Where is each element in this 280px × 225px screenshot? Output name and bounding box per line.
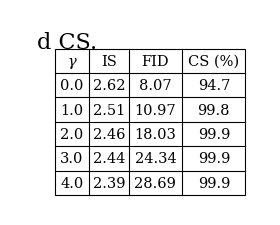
Text: FID: FID	[142, 55, 169, 69]
Text: 99.8: 99.8	[198, 103, 230, 117]
Text: IS: IS	[101, 55, 117, 69]
Text: 8.07: 8.07	[139, 79, 172, 93]
Text: γ: γ	[67, 55, 76, 69]
Text: 10.97: 10.97	[135, 103, 176, 117]
Text: 4.0: 4.0	[60, 176, 83, 190]
Text: d CS.: d CS.	[37, 32, 97, 54]
Text: CS (%): CS (%)	[188, 55, 239, 69]
Text: 2.39: 2.39	[93, 176, 125, 190]
Text: 1.0: 1.0	[60, 103, 83, 117]
Text: 99.9: 99.9	[198, 127, 230, 141]
Text: 99.9: 99.9	[198, 176, 230, 190]
Text: 18.03: 18.03	[134, 127, 176, 141]
Text: 99.9: 99.9	[198, 152, 230, 166]
Text: 24.34: 24.34	[134, 152, 176, 166]
Text: 2.46: 2.46	[93, 127, 125, 141]
Text: 2.51: 2.51	[93, 103, 125, 117]
Text: 2.44: 2.44	[93, 152, 125, 166]
Text: 94.7: 94.7	[198, 79, 230, 93]
Text: 2.62: 2.62	[93, 79, 125, 93]
Text: 3.0: 3.0	[60, 152, 83, 166]
Text: 28.69: 28.69	[134, 176, 176, 190]
Text: 0.0: 0.0	[60, 79, 83, 93]
Text: 2.0: 2.0	[60, 127, 83, 141]
